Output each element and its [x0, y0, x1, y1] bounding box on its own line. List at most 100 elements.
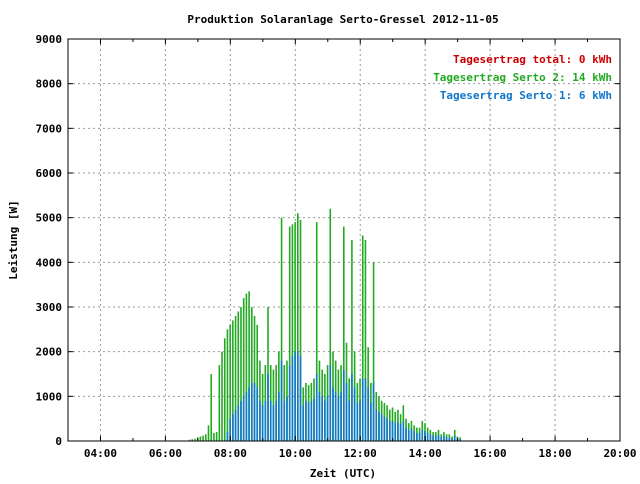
bar-serto1	[359, 400, 361, 441]
bar-serto1	[315, 374, 318, 441]
bar-serto1	[253, 382, 256, 441]
bar-serto1	[229, 418, 231, 441]
bar-serto1	[443, 436, 445, 441]
bar-serto1	[402, 420, 405, 441]
legend-entry: Tagesertrag Serto 1: 6 kWh	[440, 89, 612, 102]
x-tick-label: 12:00	[344, 447, 377, 460]
x-tick-label: 16:00	[474, 447, 507, 460]
plot-frame	[67, 38, 621, 442]
x-tick-label: 04:00	[84, 447, 117, 460]
bar-serto1	[448, 437, 451, 441]
bar-serto2	[232, 320, 234, 441]
bar-serto2	[199, 436, 202, 441]
bar-serto1	[259, 400, 261, 441]
chart-title: Produktion Solaranlage Serto-Gressel 201…	[187, 13, 498, 26]
bar-serto1	[418, 432, 421, 441]
bars-layer	[188, 208, 461, 441]
bar-serto1	[372, 382, 375, 441]
bar-serto2	[223, 338, 226, 441]
ticks-layer: 0 1000 2000 3000 4000 5000 6000 7000 8000 9000 04:…	[36, 33, 637, 460]
bar-serto2	[191, 439, 194, 441]
bar-serto2	[221, 351, 223, 441]
bar-serto1	[329, 365, 332, 441]
bar-serto1	[294, 351, 296, 441]
bar-serto2	[453, 429, 456, 441]
bar-serto1	[437, 434, 440, 441]
bar-serto1	[405, 427, 407, 441]
legend-entry: Tagesertrag Serto 2: 14 kWh	[433, 71, 612, 84]
legend: Tagesertrag total: 0 kWh Tagesertrag Sert…	[433, 53, 612, 102]
bar-serto2	[351, 240, 353, 441]
bar-serto2	[288, 226, 291, 441]
bar-serto2	[205, 434, 207, 441]
bar-serto2	[194, 438, 196, 441]
bar-serto1	[248, 387, 250, 441]
bar-serto1	[291, 356, 294, 441]
bar-serto1	[302, 405, 305, 441]
axes-layer	[67, 38, 621, 442]
x-tick-label: 10:00	[279, 447, 312, 460]
bar-serto2	[280, 217, 283, 441]
x-tick-label: 18:00	[538, 447, 571, 460]
bar-serto1	[280, 360, 283, 441]
bar-serto1	[375, 409, 378, 441]
bar-serto1	[288, 365, 291, 441]
y-tick-label: 8000	[36, 78, 63, 91]
x-tick-label: 14:00	[409, 447, 442, 460]
bar-serto1	[256, 387, 259, 441]
bar-serto1	[261, 405, 264, 441]
bar-serto1	[275, 400, 277, 441]
bar-serto1	[361, 378, 364, 441]
bar-serto1	[234, 409, 237, 441]
bar-serto1	[356, 403, 359, 441]
bar-serto2	[253, 315, 256, 441]
y-tick-label: 5000	[36, 212, 63, 225]
legend-entry: Tagesertrag total: 0 kWh	[453, 53, 612, 66]
bar-serto1	[399, 424, 402, 441]
bar-serto1	[378, 411, 380, 441]
bar-serto1	[286, 396, 288, 441]
bar-serto1	[337, 396, 340, 441]
bar-serto1	[410, 428, 413, 441]
y-tick-label: 2000	[36, 346, 63, 359]
bar-serto1	[383, 416, 386, 441]
bar-serto2	[218, 365, 221, 441]
bar-serto1	[321, 396, 323, 441]
y-tick-label: 0	[55, 435, 62, 448]
bar-serto1	[345, 382, 348, 441]
bar-serto2	[361, 235, 364, 441]
bar-serto1	[367, 387, 369, 441]
bar-serto1	[240, 400, 242, 441]
bar-serto1	[389, 420, 391, 441]
bar-serto2	[251, 307, 253, 441]
bar-serto2	[329, 208, 332, 441]
bar-serto1	[332, 387, 334, 441]
bar-serto1	[326, 396, 329, 441]
bar-serto1	[278, 391, 280, 441]
bar-serto2	[372, 262, 375, 441]
x-tick-label: 06:00	[149, 447, 182, 460]
bar-serto2	[210, 374, 213, 441]
bar-serto1	[353, 387, 356, 441]
bar-serto1	[407, 429, 410, 441]
bar-serto2	[226, 329, 229, 441]
bar-serto2	[315, 222, 318, 441]
bar-serto1	[429, 434, 432, 441]
bar-serto1	[232, 414, 234, 441]
bar-serto2	[234, 315, 237, 441]
bar-serto2	[256, 324, 259, 441]
bar-serto2	[207, 425, 210, 441]
bar-serto2	[229, 324, 231, 441]
bar-serto1	[237, 405, 240, 441]
bar-serto2	[248, 291, 250, 441]
bar-serto1	[397, 422, 399, 441]
bar-serto1	[299, 356, 302, 441]
bar-serto2	[294, 222, 296, 441]
bar-serto1	[334, 391, 337, 441]
bar-serto1	[380, 414, 383, 441]
bar-serto1	[324, 400, 326, 441]
bar-serto1	[394, 423, 397, 441]
bar-serto1	[226, 432, 229, 441]
bar-serto1	[351, 374, 353, 441]
